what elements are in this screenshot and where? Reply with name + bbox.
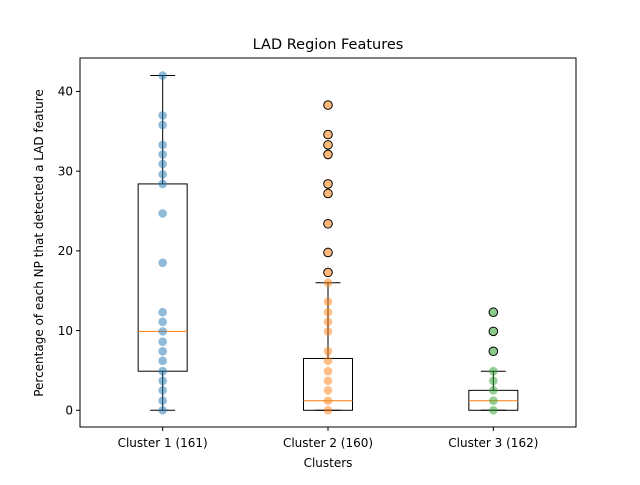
data-point-cluster-3	[489, 396, 498, 405]
y-tick-label: 0	[65, 403, 73, 417]
data-point-cluster-2	[323, 278, 333, 288]
data-point-cluster-1	[158, 150, 167, 159]
data-point-cluster-3	[489, 405, 498, 415]
data-point-cluster-2	[323, 356, 333, 366]
data-point-cluster-3	[489, 366, 498, 376]
y-tick-label: 30	[58, 164, 73, 178]
data-point-cluster-1	[158, 317, 167, 327]
data-point-cluster-2	[323, 307, 333, 317]
x-tick-label: Cluster 1 (161)	[118, 436, 208, 450]
data-point-cluster-2	[323, 346, 333, 356]
data-point-cluster-1	[158, 405, 167, 415]
data-point-cluster-2	[323, 327, 333, 336]
axes: 0 10 20 30 40 Cluster 1 (161) Cluster 2 (160) C…	[58, 85, 539, 450]
data-point-cluster-3	[489, 386, 498, 395]
data-point-cluster-1	[158, 337, 167, 347]
y-tick-label: 40	[58, 85, 73, 99]
outlier-point-cluster-3	[488, 326, 499, 337]
data-point-cluster-2	[323, 317, 333, 327]
data-point-cluster-1	[158, 111, 167, 120]
data-point-cluster-1	[158, 356, 167, 366]
data-point-cluster-1	[158, 307, 167, 317]
data-point-cluster-1	[158, 71, 167, 80]
outlier-point-cluster-2	[323, 100, 333, 110]
outlier-point-cluster-2	[323, 188, 333, 199]
outlier-point-cluster-2	[323, 129, 333, 140]
data-point-cluster-2	[323, 376, 333, 386]
x-axis-label: Clusters	[304, 456, 353, 470]
data-point-cluster-3	[489, 376, 498, 386]
y-tick-label: 20	[58, 244, 73, 258]
outlier-point-cluster-2	[323, 140, 333, 150]
data-point-cluster-1	[158, 179, 167, 189]
data-point-cluster-1	[158, 159, 167, 169]
y-tick-label: 10	[58, 324, 73, 338]
data-point-cluster-2	[323, 396, 333, 405]
data-point-cluster-1	[158, 209, 167, 218]
outlier-point-cluster-3	[488, 346, 499, 357]
data-point-cluster-2	[323, 405, 333, 415]
data-point-cluster-1	[158, 346, 167, 356]
x-tick-label: Cluster 3 (162)	[448, 436, 538, 450]
outlier-point-cluster-2	[323, 267, 333, 278]
data-point-cluster-1	[158, 396, 167, 405]
x-tick-label: Cluster 2 (160)	[283, 436, 373, 450]
data-point-cluster-1	[158, 120, 167, 130]
outlier-point-cluster-2	[323, 247, 333, 258]
data-point-cluster-1	[158, 170, 167, 179]
data-point-cluster-1	[158, 258, 167, 268]
data-point-cluster-1	[158, 366, 167, 376]
outlier-point-cluster-3	[488, 307, 499, 318]
y-axis-label: Percentage of each NP that detected a LA…	[32, 89, 46, 397]
data-point-cluster-1	[158, 386, 167, 395]
data-point-cluster-1	[158, 140, 167, 150]
outlier-point-cluster-2	[323, 179, 333, 189]
data-point-cluster-2	[323, 366, 333, 376]
data-point-cluster-2	[323, 297, 333, 307]
data-point-cluster-2	[323, 386, 333, 395]
data-point-cluster-1	[158, 376, 167, 386]
chart-title: LAD Region Features	[253, 37, 404, 53]
outlier-point-cluster-2	[323, 218, 333, 229]
plot-area	[137, 71, 519, 415]
outlier-point-cluster-2	[323, 149, 333, 160]
data-point-cluster-1	[158, 327, 167, 336]
